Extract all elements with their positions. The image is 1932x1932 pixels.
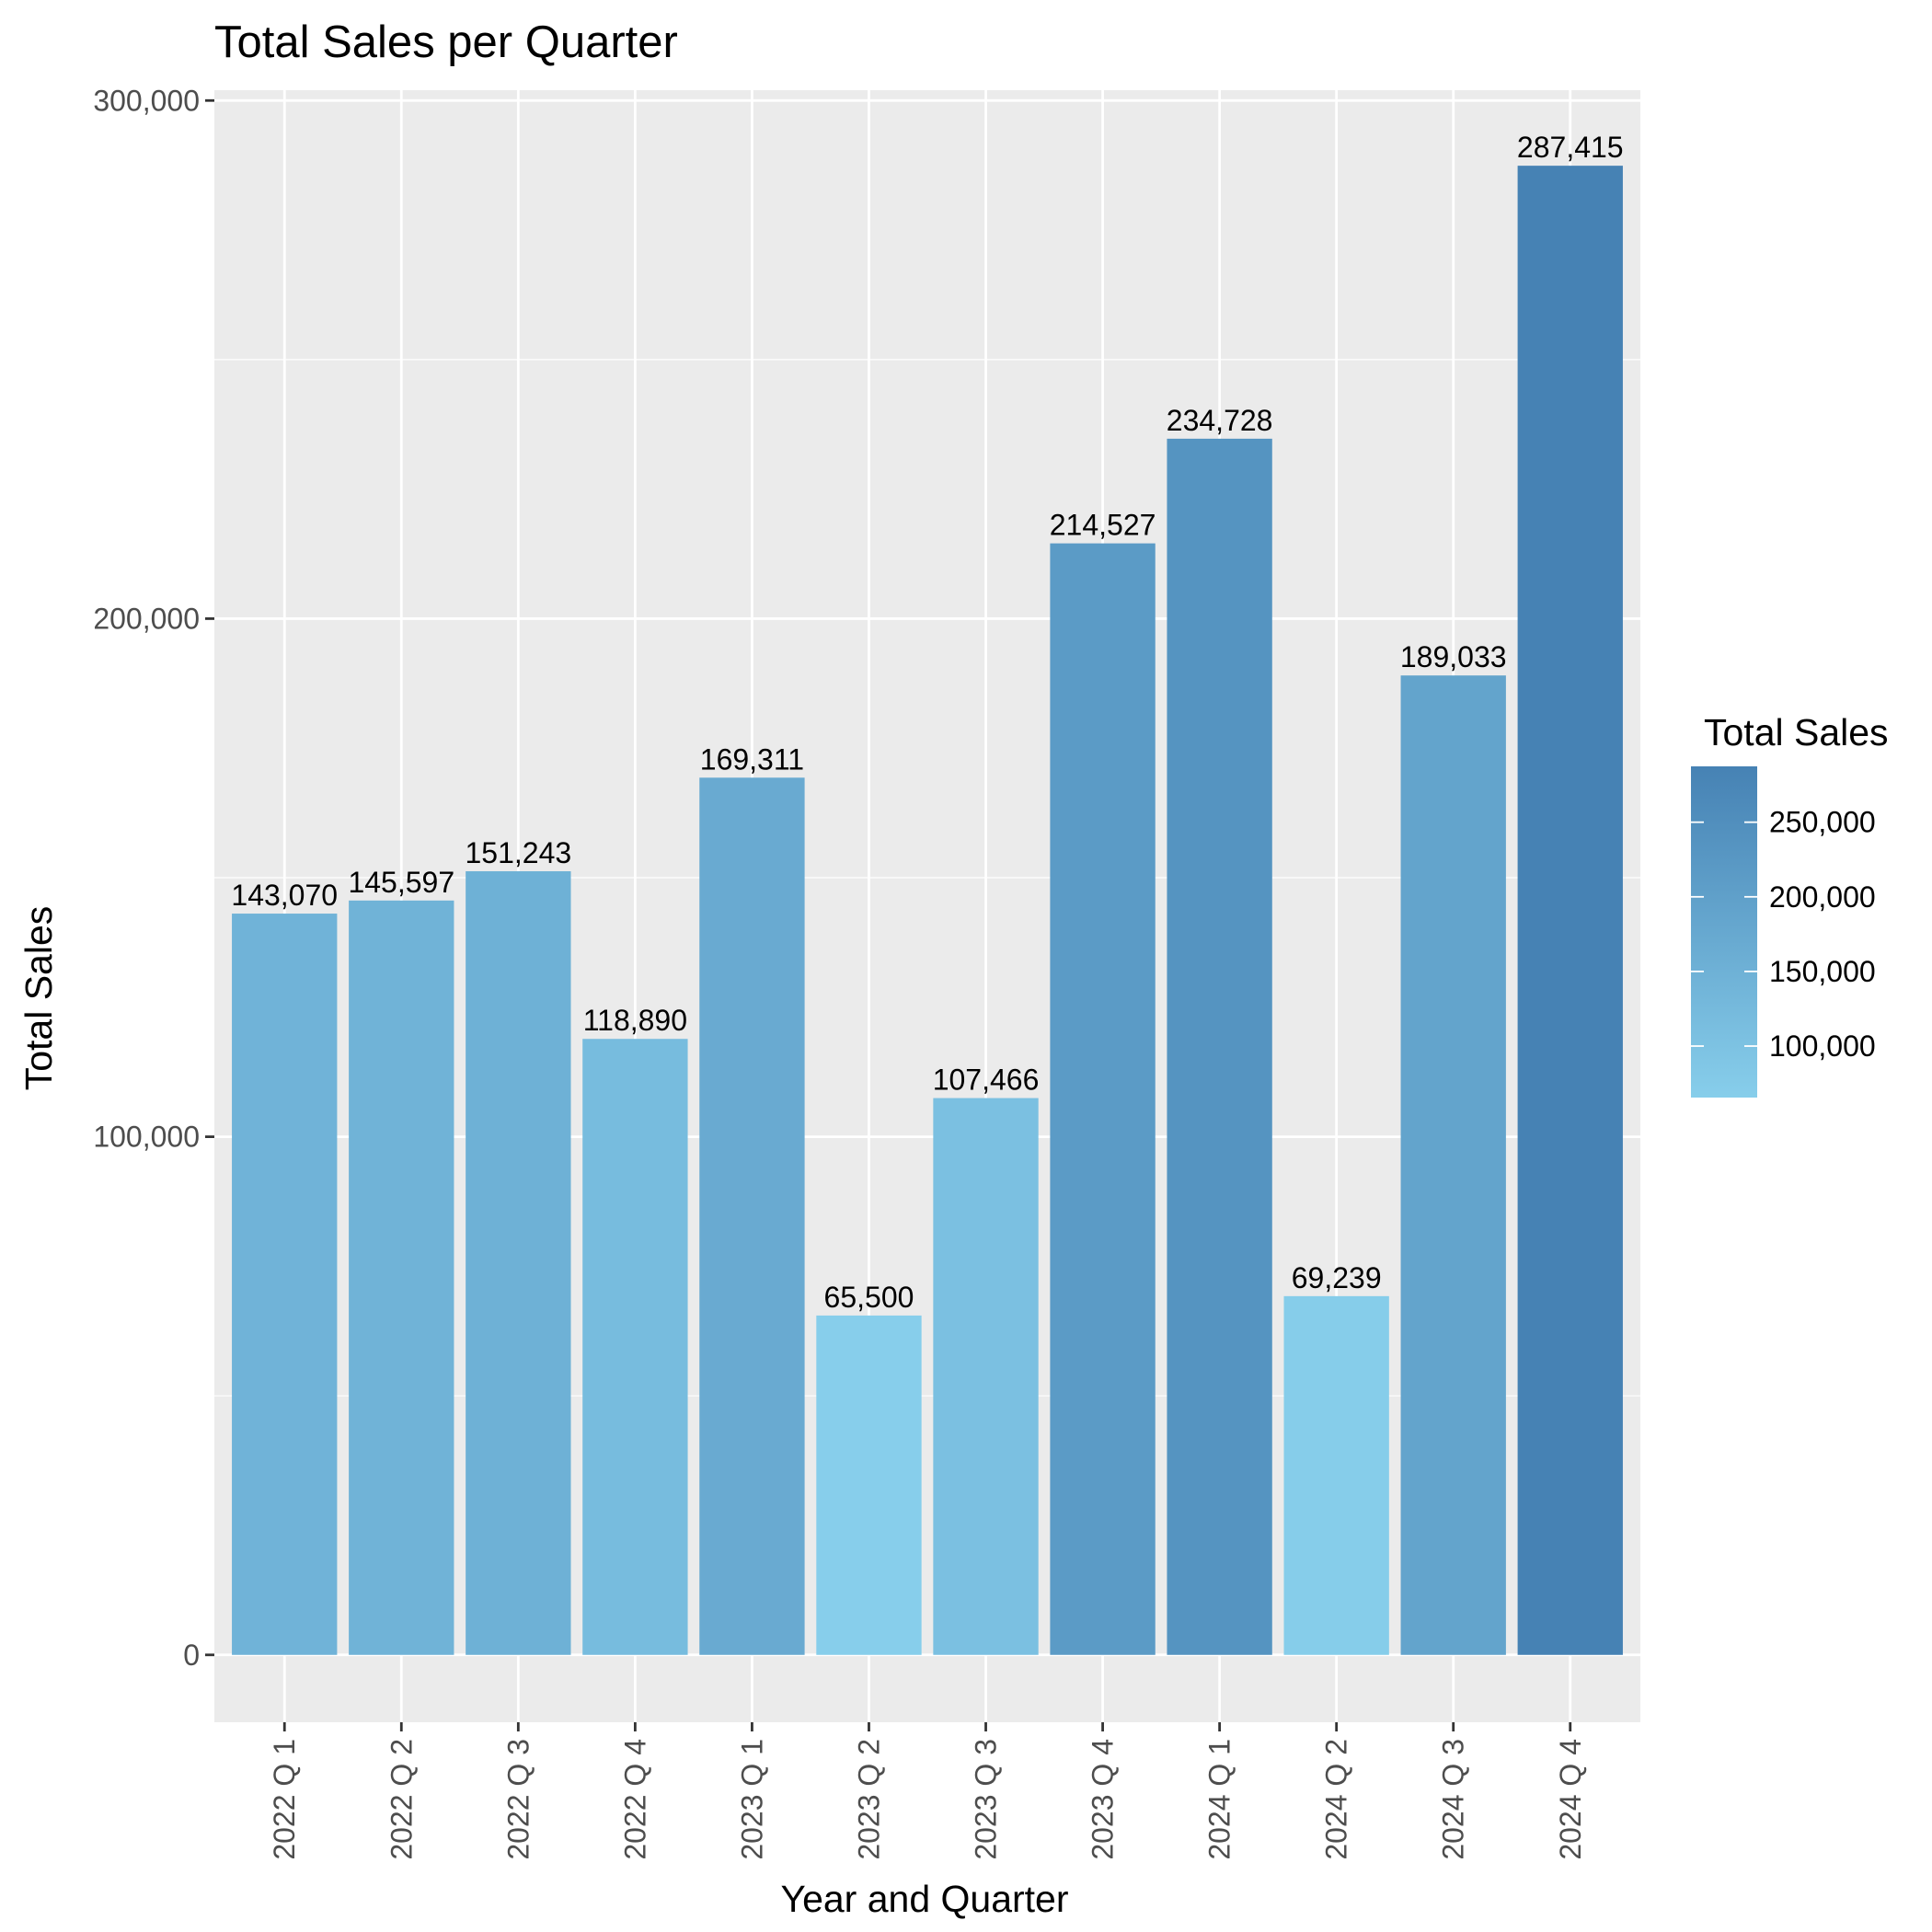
bar-value-label: 287,415 <box>1517 131 1624 164</box>
x-tick-label: 2023 Q 3 <box>970 1739 1003 1860</box>
x-tick-label: 2022 Q 1 <box>268 1739 301 1860</box>
bar <box>816 1315 922 1655</box>
bar-value-label: 214,527 <box>1050 509 1156 542</box>
bar <box>699 777 805 1655</box>
bar-value-label: 151,243 <box>465 836 571 869</box>
x-tick-label: 2022 Q 3 <box>501 1739 535 1860</box>
legend-colorbar <box>1691 766 1757 1098</box>
bar-value-label: 143,070 <box>231 879 338 912</box>
bar-value-label: 118,890 <box>583 1004 687 1037</box>
x-tick-label: 2023 Q 4 <box>1087 1739 1120 1860</box>
legend-break-label: 250,000 <box>1769 806 1876 839</box>
bar-value-label: 169,311 <box>700 742 804 776</box>
bar <box>582 1039 688 1655</box>
bar <box>232 914 338 1655</box>
bar <box>933 1098 1039 1655</box>
y-tick-label: 100,000 <box>93 1121 200 1154</box>
x-tick-label: 2022 Q 4 <box>618 1739 651 1860</box>
y-tick-label: 200,000 <box>93 602 200 635</box>
y-tick-label: 0 <box>183 1639 200 1672</box>
bars <box>232 166 1623 1655</box>
bar-value-label: 69,239 <box>1292 1261 1382 1294</box>
x-tick-label: 2024 Q 3 <box>1437 1739 1470 1860</box>
legend-break-label: 100,000 <box>1769 1029 1876 1063</box>
y-axis: 0 100,000 200,000 300,000 <box>93 84 214 1672</box>
x-axis: 2022 Q 1 2022 Q 2 2022 Q 3 2022 Q 4 2023 Q 1… <box>268 1722 1587 1860</box>
bar-value-labels: 143,070 145,597 151,243 118,890 169,311 65,50… <box>231 131 1623 1314</box>
legend-break-label: 150,000 <box>1769 955 1876 988</box>
legend-title: Total Sales <box>1704 711 1889 753</box>
x-tick-label: 2024 Q 1 <box>1203 1739 1236 1860</box>
bar <box>1167 438 1272 1655</box>
bar-value-label: 234,728 <box>1167 404 1273 437</box>
x-tick-label: 2023 Q 1 <box>735 1739 768 1860</box>
x-tick-label: 2022 Q 2 <box>385 1739 418 1860</box>
bar <box>1400 675 1506 1655</box>
bar <box>349 900 454 1655</box>
x-tick-label: 2024 Q 4 <box>1554 1739 1587 1860</box>
y-axis-title: Total Sales <box>17 906 60 1091</box>
x-axis-title: Year and Quarter <box>780 1878 1068 1920</box>
y-tick-label: 300,000 <box>93 84 200 117</box>
x-tick-label: 2023 Q 2 <box>852 1739 885 1860</box>
bar-value-label: 145,597 <box>348 866 454 899</box>
color-legend: Total Sales 100,000 150,000 200,000 250,000 <box>1691 711 1889 1098</box>
bar-value-label: 189,033 <box>1400 640 1507 673</box>
bar-value-label: 107,466 <box>933 1064 1040 1097</box>
bar <box>1050 543 1156 1655</box>
bar <box>1517 166 1623 1655</box>
legend-break-label: 200,000 <box>1769 880 1876 914</box>
bar-value-label: 65,500 <box>824 1281 914 1314</box>
x-tick-label: 2024 Q 2 <box>1320 1739 1353 1860</box>
bar <box>1283 1295 1389 1655</box>
chart-title: Total Sales per Quarter <box>214 17 678 67</box>
bar <box>466 871 571 1655</box>
